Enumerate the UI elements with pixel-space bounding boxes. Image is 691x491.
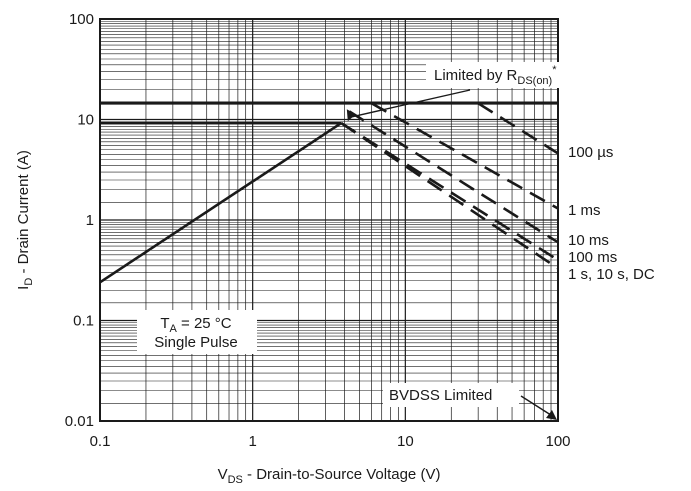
y-axis-title: ID - Drain Current (A): [15, 150, 35, 290]
curve-label: 100 µs: [568, 144, 613, 161]
x-tick-label: 1: [248, 433, 256, 450]
annotation-arrow-head: [346, 109, 356, 122]
y-axis-title-main: I: [15, 286, 32, 290]
x-axis-title-rest: - Drain-to-Source Voltage (V): [243, 466, 441, 483]
conditions-main: T: [160, 315, 169, 332]
x-axis-title: VDS - Drain-to-Source Voltage (V): [218, 466, 441, 486]
series-line-8: [340, 122, 559, 270]
y-tick-label: 100: [69, 11, 94, 28]
conditions-rest: = 25 °C: [177, 315, 232, 332]
x-tick-label: 0.1: [90, 433, 111, 450]
annotation-arrow-line: [520, 395, 555, 418]
series-line-5: [370, 102, 559, 210]
curve-label: 100 ms: [568, 249, 617, 266]
series-line-6: [348, 110, 559, 244]
y-axis-title-rest: - Drain Current (A): [15, 150, 32, 278]
annotation-bvdss: BVDSS Limited: [383, 383, 557, 420]
annotation-text-sub: DS(on): [517, 75, 552, 87]
curve-label: 10 ms: [568, 232, 609, 249]
y-tick-label: 0.1: [73, 313, 94, 330]
annotation-bg: [383, 383, 519, 407]
tick-labels: 0.1 1 10 100 0.01 0.1 1 10 100: [65, 11, 571, 450]
y-axis-title-sub: D: [23, 278, 35, 286]
curve-label: 1 ms: [568, 202, 601, 219]
annotation-text-sup: *: [552, 64, 557, 76]
x-axis-title-sub: DS: [228, 474, 243, 486]
annotation-bg: [426, 62, 584, 88]
series-line-1: [99, 122, 342, 284]
series-layer: [99, 102, 559, 284]
conditions-sub: A: [170, 323, 178, 335]
annotation-arrow-head: [546, 410, 557, 420]
annotation-arrow-line: [349, 89, 471, 118]
annotation-bg: [137, 310, 257, 354]
curve-label: 1 s, 10 s, DC: [568, 266, 655, 283]
conditions-line-2: Single Pulse: [154, 334, 237, 351]
x-axis-title-main: V: [218, 466, 228, 483]
annotation-text: Limited by RDS(on)*: [434, 64, 557, 87]
x-tick-label: 100: [545, 433, 570, 450]
y-tick-label: 10: [77, 112, 94, 129]
annotation-text-main: Limited by R: [434, 67, 518, 84]
plot-frame: [99, 18, 559, 422]
y-tick-label: 1: [86, 212, 94, 229]
annotation-text: BVDSS Limited: [389, 387, 492, 404]
series-line-4: [477, 102, 559, 155]
conditions-line-1: TA = 25 °C: [160, 315, 231, 335]
y-tick-label: 0.01: [65, 413, 94, 430]
annotations: Limited by RDS(on)* BVDSS Limited TA = 25 …: [137, 62, 584, 420]
annotation-limited-rds: Limited by RDS(on)*: [346, 62, 584, 122]
x-tick-label: 10: [397, 433, 414, 450]
